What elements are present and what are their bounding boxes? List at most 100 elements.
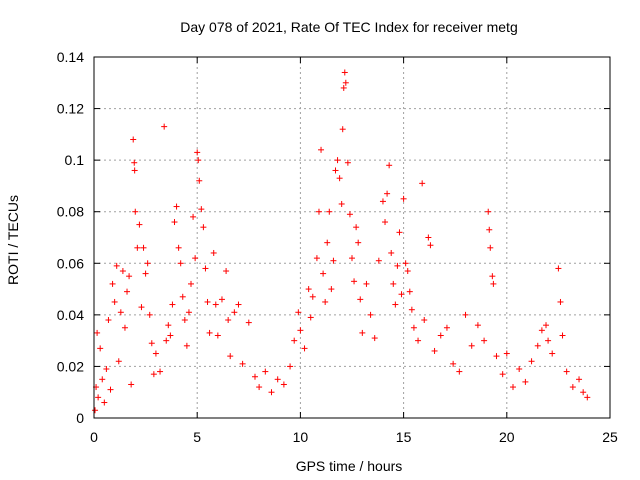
data-point	[404, 268, 411, 275]
data-point	[124, 288, 131, 295]
data-point	[175, 244, 182, 251]
data-point	[357, 296, 364, 303]
data-point	[150, 371, 157, 378]
data-point	[94, 329, 101, 336]
data-point	[131, 167, 138, 174]
data-point	[332, 167, 339, 174]
data-point	[425, 234, 432, 241]
data-point	[130, 136, 137, 143]
data-point	[169, 301, 176, 308]
data-point	[462, 311, 469, 318]
data-point	[384, 190, 391, 197]
y-tick-label: 0	[76, 410, 84, 426]
data-point	[171, 219, 178, 226]
data-point	[152, 350, 159, 357]
data-point	[584, 394, 591, 401]
data-point	[121, 324, 128, 331]
data-point	[196, 177, 203, 184]
data-point	[101, 399, 108, 406]
data-point	[415, 337, 422, 344]
data-point	[456, 368, 463, 375]
data-point	[131, 159, 138, 166]
data-point	[427, 242, 434, 249]
data-point	[138, 304, 145, 311]
x-tick-label: 10	[293, 429, 309, 445]
data-point	[408, 306, 415, 313]
plot-frame	[93, 56, 611, 419]
data-point	[569, 384, 576, 391]
data-point	[105, 317, 112, 324]
data-point	[185, 309, 192, 316]
data-point	[398, 291, 405, 298]
data-point	[486, 226, 493, 233]
data-point	[322, 298, 329, 305]
data-point	[179, 293, 186, 300]
data-point	[543, 322, 550, 329]
data-point	[330, 257, 337, 264]
data-point	[251, 373, 258, 380]
data-point	[227, 353, 234, 360]
data-point	[188, 280, 195, 287]
data-point	[349, 255, 355, 262]
data-point	[223, 268, 230, 275]
data-point	[161, 123, 168, 130]
y-tick-label: 0.14	[57, 49, 84, 65]
y-tick-label: 0.12	[57, 101, 84, 117]
data-point	[503, 350, 510, 357]
data-point	[126, 273, 133, 280]
data-point	[563, 368, 570, 375]
data-point	[195, 157, 202, 164]
data-point	[375, 257, 382, 264]
data-point	[181, 317, 188, 324]
data-point	[140, 244, 147, 251]
data-point	[295, 309, 302, 316]
data-point	[132, 208, 139, 215]
data-point	[388, 249, 395, 256]
data-point	[557, 298, 564, 305]
data-point	[225, 317, 232, 324]
data-point	[392, 301, 399, 308]
x-tick-label: 5	[193, 429, 201, 445]
data-point	[235, 301, 242, 308]
data-point	[340, 84, 347, 91]
data-point	[344, 159, 351, 166]
data-point	[307, 314, 314, 321]
y-tick-label: 0.02	[57, 358, 84, 374]
data-point	[443, 324, 450, 331]
data-point	[545, 337, 552, 344]
data-point	[534, 342, 541, 349]
data-point	[117, 309, 124, 316]
data-point	[148, 340, 155, 347]
data-point	[353, 224, 360, 231]
data-point	[390, 280, 397, 287]
data-point	[313, 255, 320, 262]
data-point	[190, 213, 197, 220]
x-tick-label: 20	[499, 429, 515, 445]
data-point	[239, 360, 246, 367]
data-point	[489, 273, 496, 280]
data-point	[245, 319, 252, 326]
data-point	[167, 332, 174, 339]
data-point	[522, 378, 529, 385]
x-tick-label: 25	[602, 429, 618, 445]
x-tick-label: 0	[90, 429, 98, 445]
data-point	[206, 329, 213, 336]
data-point	[450, 360, 457, 367]
data-point	[144, 260, 151, 267]
data-point	[92, 407, 99, 414]
data-point	[97, 345, 104, 352]
data-point	[324, 239, 331, 246]
data-point	[386, 162, 393, 169]
data-point	[119, 268, 126, 275]
data-point	[474, 322, 481, 329]
data-point	[516, 366, 523, 373]
data-point	[481, 337, 488, 344]
data-point	[490, 280, 497, 287]
data-point	[468, 342, 475, 349]
data-point	[280, 381, 287, 388]
data-point	[318, 146, 325, 153]
data-point	[394, 262, 401, 269]
data-point	[146, 311, 153, 318]
data-point	[538, 327, 545, 334]
data-point	[136, 221, 143, 228]
